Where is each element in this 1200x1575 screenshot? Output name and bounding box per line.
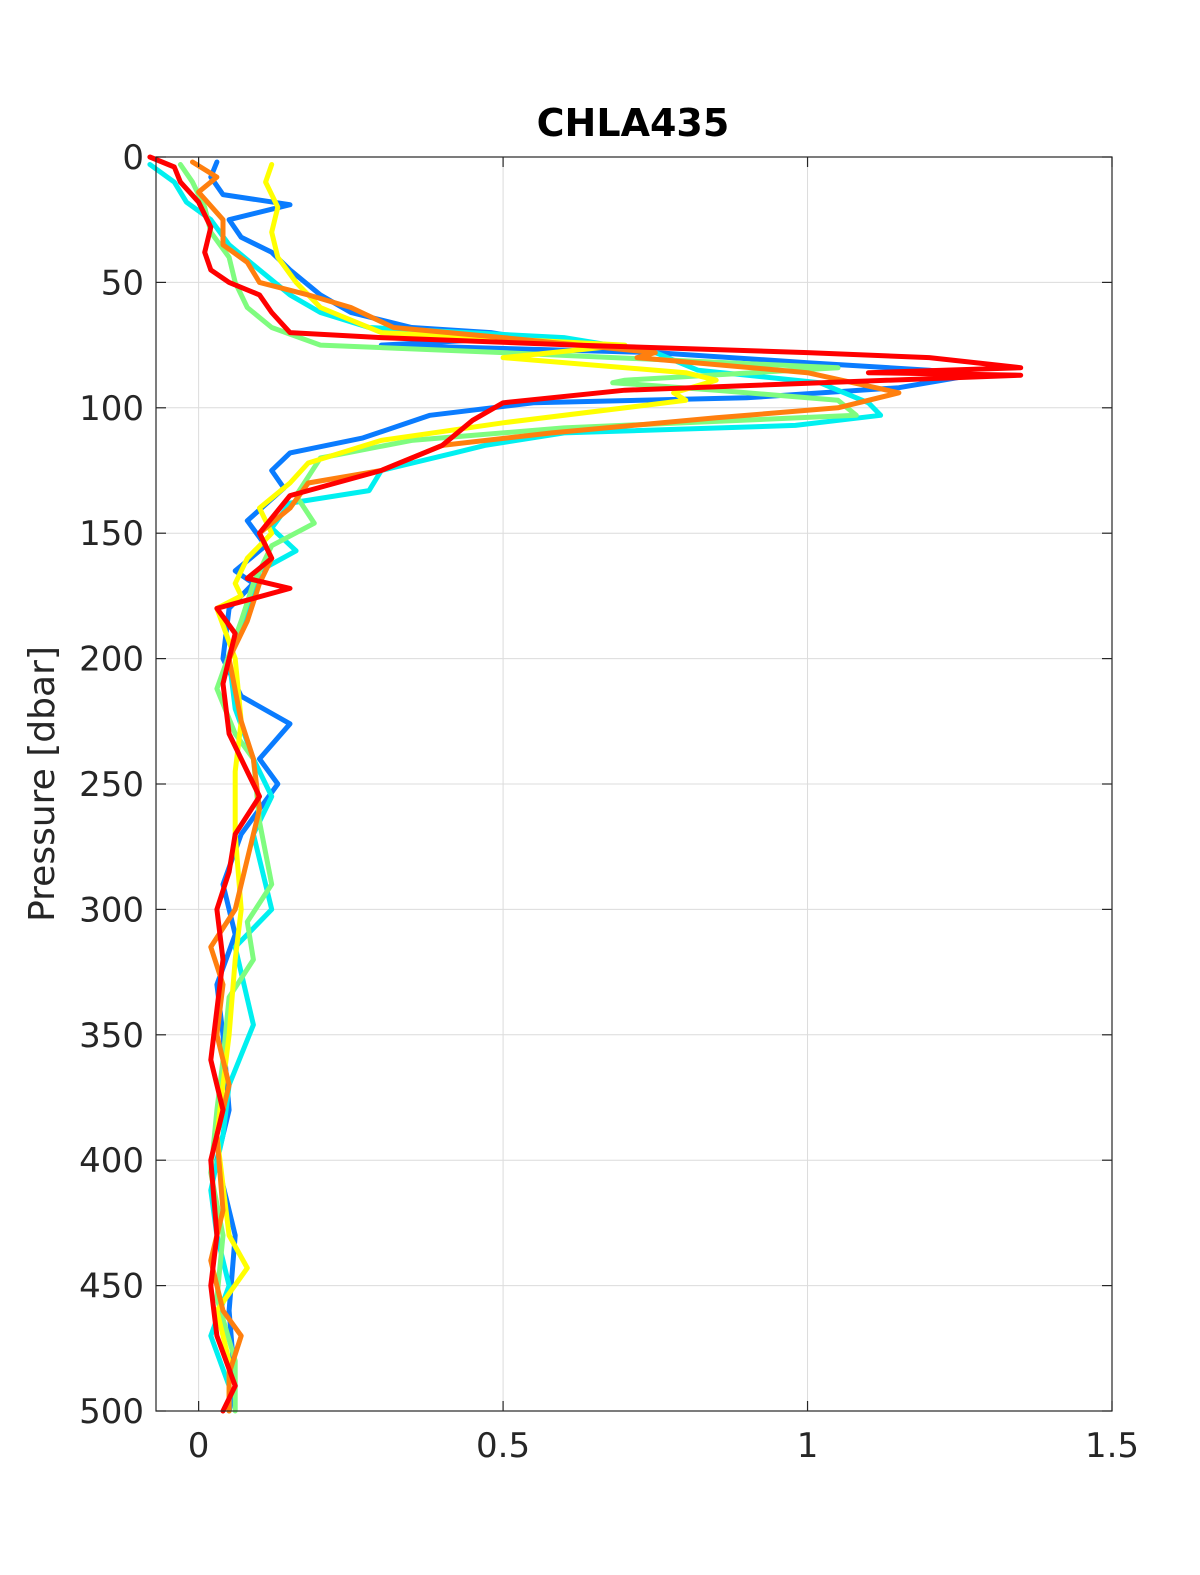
y-tick-label: 300	[79, 890, 144, 930]
y-tick-label: 250	[79, 765, 144, 805]
profile-line-6	[147, 154, 1024, 1414]
y-tick-label: 150	[79, 514, 144, 554]
profile-line-1	[208, 159, 975, 1414]
y-tick-label: 350	[79, 1016, 144, 1056]
y-tick-label: 500	[79, 1392, 144, 1432]
y-tick-label: 50	[101, 263, 144, 303]
chart-title: CHLA435	[537, 101, 730, 145]
y-axis-label: Pressure [dbar]	[22, 646, 63, 922]
y-tick-label: 100	[79, 389, 144, 429]
y-tick-label: 400	[79, 1141, 144, 1181]
x-tick-label: 0.5	[476, 1426, 530, 1466]
x-tick-label: 1.5	[1085, 1426, 1139, 1466]
y-tick-label: 0	[122, 138, 144, 178]
y-tick-label: 200	[79, 640, 144, 680]
y-tick-label: 450	[79, 1267, 144, 1307]
profile-line-5	[190, 159, 902, 1414]
x-tick-label: 1	[797, 1426, 819, 1466]
axis-ticks: 0 0.5 1 1.5 0 50 100 150 200 250 300 350 400 450 500	[79, 138, 1139, 1466]
x-tick-label: 0	[188, 1426, 210, 1466]
series-layer	[147, 154, 1024, 1414]
